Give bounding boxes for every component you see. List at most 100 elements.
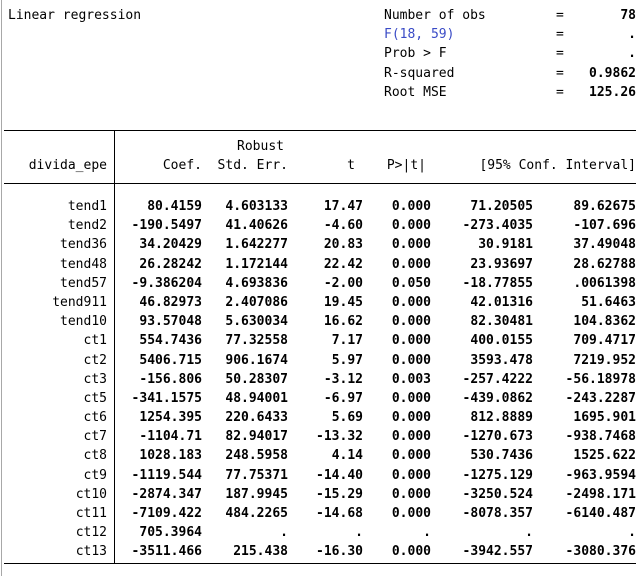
stat-label: Prob > F bbox=[384, 46, 447, 62]
coef-value: 26.28242 bbox=[139, 256, 202, 272]
conf-interval-low: 42.01316 bbox=[470, 294, 533, 310]
coef-value: 554.7436 bbox=[139, 333, 202, 349]
conf-interval-low: 23.93697 bbox=[470, 256, 533, 272]
equals-sign: = bbox=[556, 27, 564, 43]
stderr-value: 4.603133 bbox=[225, 199, 288, 214]
row-variable-name: ct5 bbox=[83, 390, 107, 406]
coef-value: -9.386204 bbox=[131, 275, 202, 291]
row-variable-name: tend1 bbox=[67, 199, 107, 214]
coef-value: -156.806 bbox=[139, 371, 202, 387]
conf-interval-high: -107.696 bbox=[573, 218, 636, 234]
stderr-value: 215.438 bbox=[233, 544, 288, 560]
coef-value: 1254.395 bbox=[139, 410, 202, 426]
pvalue: 0.000 bbox=[391, 390, 431, 406]
table-row: tend57 -9.386204 4.693836 -2.00 0.050 -18.778… bbox=[0, 274, 636, 293]
table-row: ct10 -2874.347 187.9945 -15.29 0.000 -3250.52… bbox=[0, 485, 636, 504]
conf-interval-high: 104.8362 bbox=[573, 314, 636, 330]
conf-interval-high: .0061398 bbox=[573, 275, 636, 291]
conf-interval-high: -56.18978 bbox=[565, 371, 636, 387]
table-row: ct9 -1119.544 77.75371 -14.40 0.000 -1275.129… bbox=[0, 466, 636, 485]
stderr-value: 484.2265 bbox=[225, 506, 288, 521]
conf-interval-high: 89.62675 bbox=[573, 199, 636, 214]
table-row: tend36 34.20429 1.642277 20.83 0.000 30.9181 3… bbox=[0, 235, 636, 254]
coef-value: 93.57048 bbox=[139, 314, 202, 330]
coef-value: 46.82973 bbox=[139, 294, 202, 310]
t-value: 19.45 bbox=[323, 294, 363, 310]
row-variable-name: ct12 bbox=[75, 525, 107, 541]
conf-interval-low: 30.9181 bbox=[478, 237, 533, 253]
stderr-value: 50.28307 bbox=[225, 371, 288, 387]
row-variable-name: ct1 bbox=[83, 333, 107, 349]
t-value: -13.32 bbox=[316, 429, 363, 445]
pvalue: 0.000 bbox=[391, 237, 431, 253]
row-variable-name: ct13 bbox=[75, 544, 107, 560]
pvalue: 0.000 bbox=[391, 429, 431, 445]
coef-value: 1028.183 bbox=[139, 448, 202, 464]
conf-interval-high: 28.62788 bbox=[573, 256, 636, 272]
table-bottom-rule bbox=[4, 563, 636, 564]
conf-interval-low: . bbox=[525, 525, 533, 541]
stderr-value: 77.32558 bbox=[225, 333, 288, 349]
stderr-value: 48.94001 bbox=[225, 390, 288, 406]
table-header-row-columns: divida_epe Coef. Std. Err. t P>|t| [95% … bbox=[0, 156, 636, 175]
robust-header-label: Robust bbox=[237, 139, 284, 154]
conf-interval-high: 51.6463 bbox=[581, 294, 636, 310]
t-value: 5.97 bbox=[331, 352, 363, 368]
conf-interval-low: -273.4035 bbox=[462, 218, 533, 234]
coef-value: 705.3964 bbox=[139, 525, 202, 541]
conf-interval-low: -3942.557 bbox=[462, 544, 533, 560]
stat-row: Prob > F =. bbox=[384, 44, 636, 63]
t-value: 20.83 bbox=[323, 237, 363, 253]
stderr-value: 2.407086 bbox=[225, 294, 288, 310]
conf-interval-low: 812.8889 bbox=[470, 410, 533, 426]
table-row: tend2 -190.5497 41.40626 -4.60 0.000 -273.403… bbox=[0, 216, 636, 235]
stat-row: F(18, 59) =. bbox=[384, 25, 636, 44]
row-variable-name: tend48 bbox=[60, 256, 107, 272]
conf-interval-low: -3250.524 bbox=[462, 486, 533, 502]
conf-interval-high: . bbox=[628, 525, 636, 541]
depvar-label: divida_epe bbox=[28, 158, 107, 174]
equals-sign: = bbox=[556, 8, 564, 23]
table-row: ct13 -3511.466 215.438 -16.30 0.000 -3942.557… bbox=[0, 542, 636, 561]
pvalue: 0.000 bbox=[391, 352, 431, 368]
pvalue: 0.000 bbox=[391, 294, 431, 310]
row-variable-name: tend57 bbox=[60, 275, 107, 291]
conf-interval-low: 530.7436 bbox=[470, 448, 533, 464]
stderr-value: 906.1674 bbox=[225, 352, 288, 368]
row-variable-name: tend10 bbox=[60, 314, 107, 330]
t-value: 5.69 bbox=[331, 410, 363, 426]
conf-interval-low: -439.0862 bbox=[462, 390, 533, 406]
pvalue: 0.050 bbox=[391, 275, 431, 291]
table-row: ct2 5406.715 906.1674 5.97 0.000 3593.478 7219… bbox=[0, 351, 636, 370]
pvalue: 0.000 bbox=[391, 486, 431, 502]
t-value: 16.62 bbox=[323, 314, 363, 330]
conf-interval-high: -938.7468 bbox=[565, 429, 636, 445]
t-value: -15.29 bbox=[316, 486, 363, 502]
t-value: -6.97 bbox=[323, 390, 363, 406]
f-stat-link[interactable]: F(18, 59) bbox=[384, 27, 455, 43]
pvalue: 0.000 bbox=[391, 333, 431, 349]
pvalue: 0.003 bbox=[391, 371, 431, 387]
conf-interval-high: -243.2287 bbox=[565, 390, 636, 406]
stat-label: Root MSE bbox=[384, 84, 447, 100]
pvalue-column-header: P>|t| bbox=[386, 158, 426, 174]
conf-interval-low: -1270.673 bbox=[462, 429, 533, 445]
row-variable-name: ct9 bbox=[83, 467, 107, 483]
t-value: . bbox=[355, 525, 363, 541]
pvalue: 0.000 bbox=[391, 467, 431, 483]
stat-value: . bbox=[628, 27, 636, 43]
conf-interval-high: -963.9594 bbox=[565, 467, 636, 483]
table-row: ct12 705.3964..... bbox=[0, 523, 636, 542]
pvalue: 0.000 bbox=[391, 506, 431, 521]
stat-row: R-squared = 0.9862 bbox=[384, 64, 636, 83]
table-row: ct1 554.7436 77.32558 7.17 0.000 400.0155 709.… bbox=[0, 331, 636, 350]
table-header: Robust divida_epe Coef. Std. Err. t P>|t… bbox=[0, 137, 636, 175]
t-value: 17.47 bbox=[323, 199, 363, 214]
stat-row: Root MSE = 125.26 bbox=[384, 83, 636, 102]
table-row: ct7 -1104.71 82.94017 -13.32 0.000 -1270.673 -… bbox=[0, 427, 636, 446]
conf-interval-high: 1525.622 bbox=[573, 448, 636, 464]
pvalue: 0.000 bbox=[391, 314, 431, 330]
coef-column-header: Coef. bbox=[162, 158, 202, 174]
table-body: tend1 80.4159 4.603133 17.47 0.000 71.20505 89… bbox=[0, 197, 636, 562]
